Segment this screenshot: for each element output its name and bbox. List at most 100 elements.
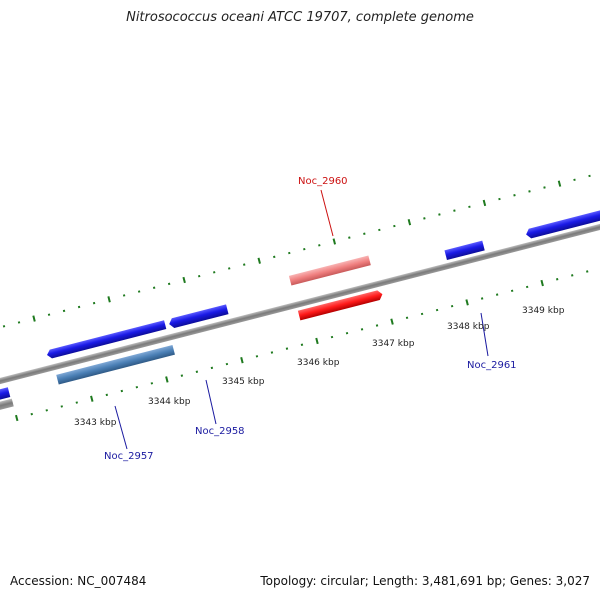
tick-major [15,414,19,422]
tick-minor [525,285,529,289]
tick-minor [122,294,126,297]
tick-major [107,296,111,303]
tick-major [332,238,337,245]
tick-minor [62,309,66,313]
genome-backbone [0,204,600,399]
tick-minor [180,374,184,377]
tick-minor [453,209,456,212]
tick-minor [210,366,214,370]
tick-minor [420,312,424,316]
kbp-label-3343: 3343 kbp [74,418,117,428]
tick-minor [375,324,379,327]
tick-major [482,199,487,207]
tick-minor [318,244,321,247]
tick-minor [270,351,274,354]
cds-right-edge-upper[interactable] [525,206,600,239]
tick-minor [120,389,124,393]
tick-major [557,180,562,187]
tick-minor [30,412,33,416]
tick-minor [167,282,171,286]
cds-left-edge-blue[interactable] [0,387,11,406]
cds-noc-2960-red[interactable] [297,289,384,321]
tick-minor [360,328,364,331]
gene-label-noc-2960[interactable]: Noc_2960 [298,176,348,187]
tick-major [257,257,261,264]
tick-minor [555,278,559,281]
cds-noc-2957-steel[interactable] [56,344,175,385]
tick-minor [573,178,576,182]
gene-label-noc-2961[interactable]: Noc_2961 [467,360,517,371]
tick-minor [330,335,334,339]
tick-minor [137,290,141,293]
tick-minor [273,255,276,259]
tick-major [540,279,544,287]
tick-minor [300,343,304,346]
tick-minor [480,297,484,300]
cds-noc-2961[interactable] [444,240,485,261]
tick-minor [495,293,499,296]
tick-minor [438,213,441,216]
tick-minor [227,267,231,270]
leader-noc-2961 [480,312,489,357]
tick-minor [17,321,21,324]
tick-minor [47,313,51,316]
tick-minor [75,401,78,404]
kbp-label-3347: 3347 kbp [372,339,415,349]
tick-minor [393,224,396,228]
tick-major [240,357,244,364]
backbone-frame [0,174,600,422]
leader-noc-2960 [320,189,334,237]
tick-minor [450,304,454,308]
tick-minor [570,274,574,277]
tick-minor [435,308,439,312]
tick-minor [60,405,63,408]
kbp-label-3348: 3348 kbp [447,322,490,332]
accession-label: Accession: NC_007484 [10,574,147,588]
tick-minor [468,205,471,209]
genome-summary-label: Topology: circular; Length: 3,481,691 bp… [260,574,590,588]
kbp-label-3344: 3344 kbp [148,397,191,407]
tick-minor [498,197,501,201]
leader-noc-2957 [114,405,128,450]
cds-noc-2958[interactable] [168,304,229,329]
tick-minor [378,228,381,232]
tick-minor [255,355,259,358]
gene-label-noc-2958[interactable]: Noc_2958 [195,426,245,437]
tick-minor [288,251,291,255]
tick-major [90,395,94,402]
tick-minor [363,232,366,235]
leader-noc-2958 [205,379,217,425]
tick-minor [543,186,546,189]
cds-noc-2960-pink[interactable] [288,255,371,286]
tick-minor [197,274,201,278]
tick-minor [45,409,48,412]
tick-major [315,337,319,345]
tick-minor [405,316,409,319]
tick-minor [586,270,589,273]
genome-backbone-left-fragment [0,398,14,420]
tick-minor [528,190,531,193]
tick-ruler-upper [2,174,591,328]
gene-label-noc-2957[interactable]: Noc_2957 [104,451,154,462]
tick-minor [135,385,139,389]
tick-minor [77,305,81,309]
tick-minor [345,331,349,335]
tick-major [32,315,36,322]
tick-minor [513,194,516,197]
tick-major [165,376,169,383]
tick-minor [152,286,156,289]
map-title: Nitrosococcus oceani ATCC 19707, complet… [126,10,474,25]
tick-major [182,276,186,284]
kbp-label-3345: 3345 kbp [222,377,265,387]
kbp-label-3349: 3349 kbp [522,306,565,316]
cds-noc-2957-upper[interactable] [46,320,167,359]
tick-minor [150,382,154,385]
tick-minor [2,325,6,328]
tick-minor [588,174,591,178]
tick-minor [212,271,216,274]
tick-minor [285,347,289,350]
tick-minor [105,393,109,397]
tick-minor [225,362,229,366]
tick-minor [243,263,246,266]
